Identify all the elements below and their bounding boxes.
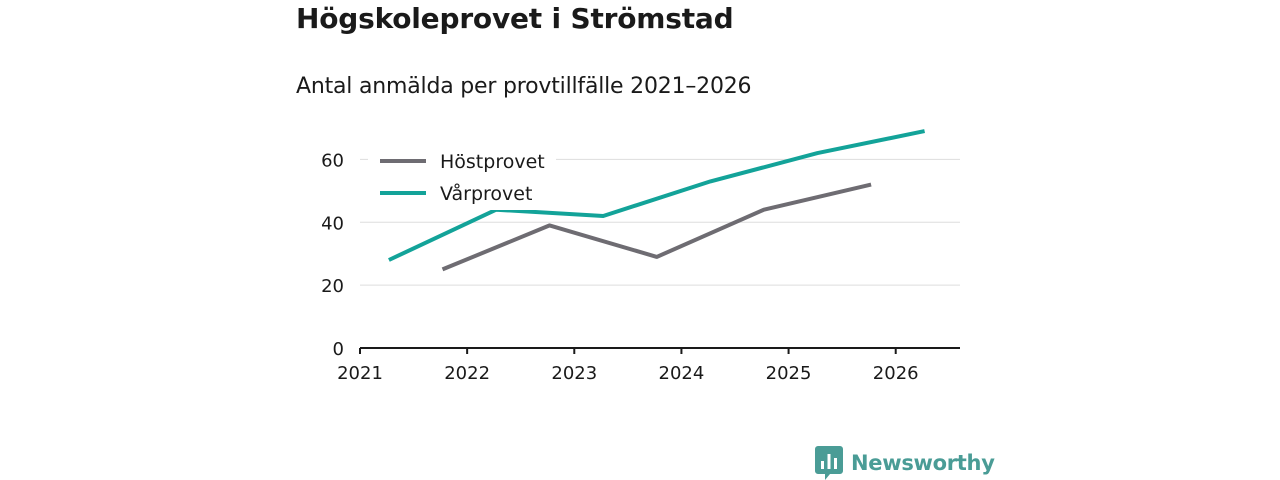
series-lines [388, 129, 926, 272]
x-axis: 2021 2022 2023 2024 2025 2026 [337, 347, 960, 384]
legend-label-hostprovet: Höstprovet [440, 151, 545, 173]
y-tick-label-60: 60 [321, 150, 344, 171]
legend: Höstprovet Vårprovet [368, 146, 556, 210]
newsworthy-brand: Newsworthy [815, 446, 995, 480]
x-tick-label-2021: 2021 [337, 363, 383, 384]
chart-subtitle: Antal anmälda per provtillfälle 2021–202… [296, 74, 752, 99]
x-tick-label-2023: 2023 [551, 363, 597, 384]
y-axis-labels: 0 20 40 60 [321, 150, 344, 360]
y-tick-label-0: 0 [333, 339, 344, 360]
series-line-hostprovet [441, 182, 872, 272]
y-tick-label-20: 20 [321, 276, 344, 297]
newsworthy-logo-icon [815, 446, 843, 480]
x-tick-label-2026: 2026 [873, 363, 919, 384]
brand-name: Newsworthy [851, 451, 995, 475]
x-tick-label-2025: 2025 [766, 363, 812, 384]
legend-label-varprovet: Vårprovet [440, 182, 532, 205]
y-tick-label-40: 40 [321, 213, 344, 234]
x-tick-label-2024: 2024 [659, 363, 705, 384]
legend-background [368, 146, 556, 210]
chart-title: Högskoleprovet i Strömstad [296, 2, 734, 35]
series-line-varprovet [388, 129, 926, 262]
x-tick-label-2022: 2022 [444, 363, 490, 384]
